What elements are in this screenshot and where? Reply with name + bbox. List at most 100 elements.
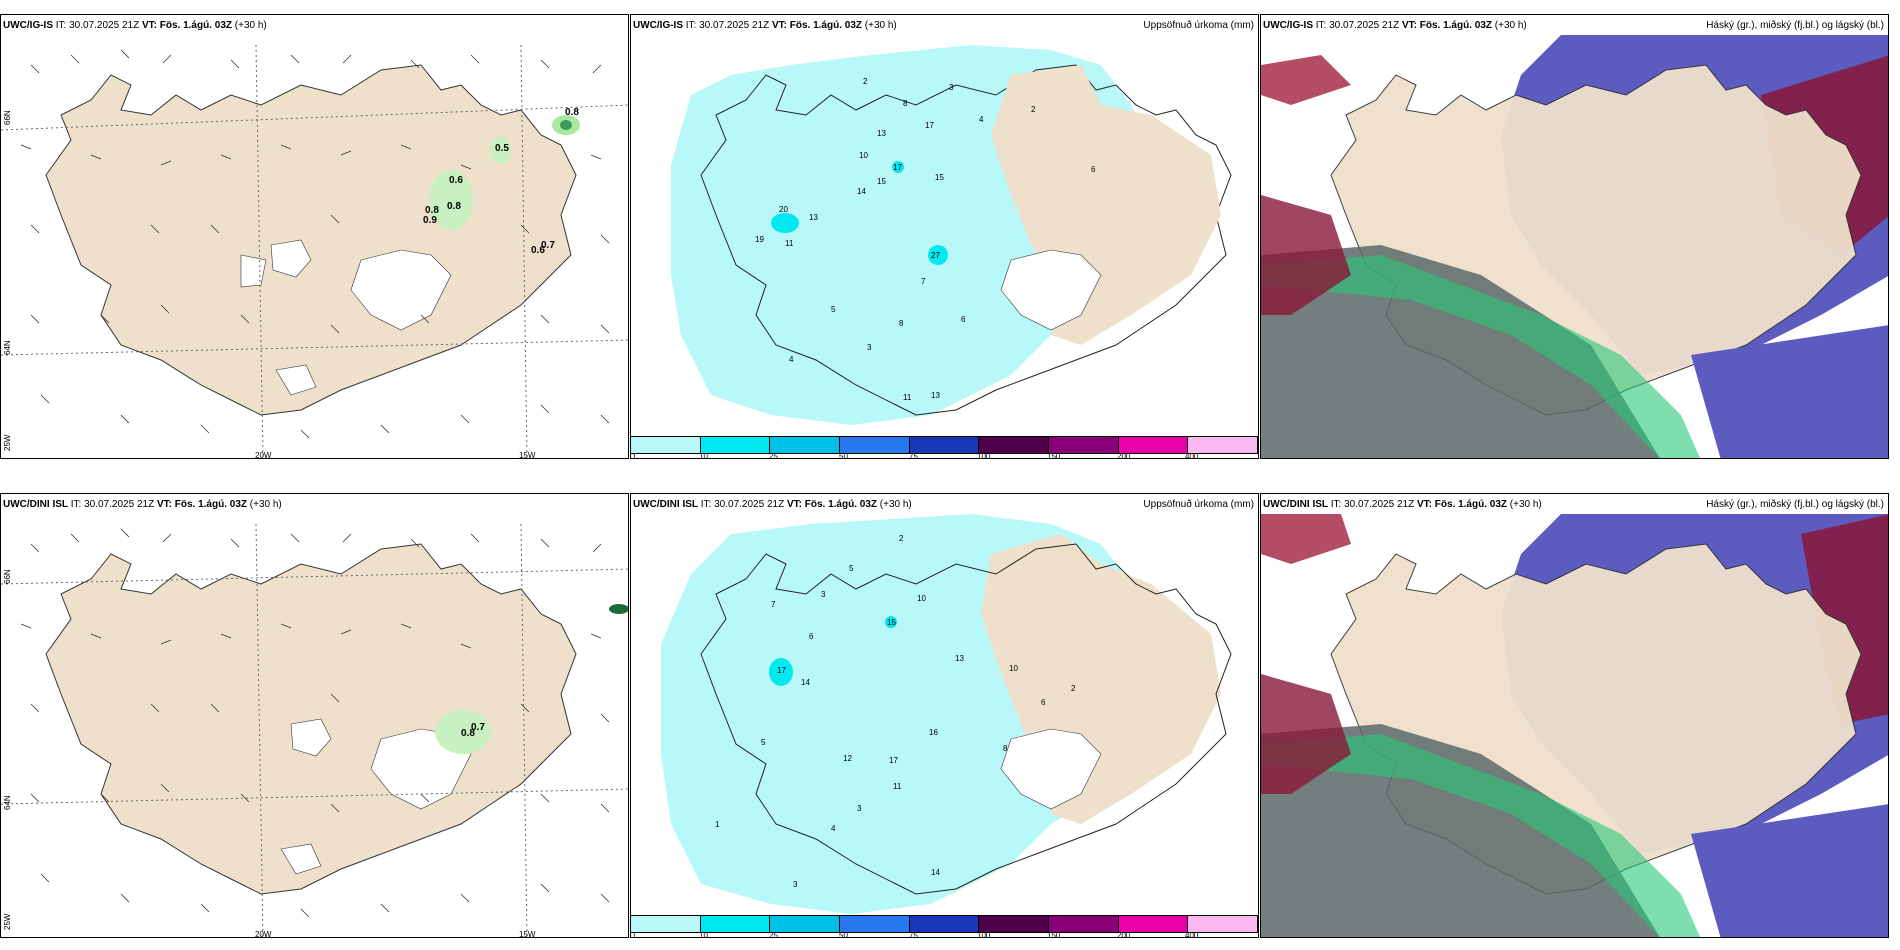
mid-cloud [1691, 325, 1888, 458]
legend-tick: 25 [769, 931, 778, 938]
legend-swatch [700, 437, 771, 453]
legend-swatch [1188, 916, 1258, 932]
precip-spot [560, 120, 572, 130]
legend-swatch [631, 916, 701, 932]
wind-map-panel-dini: UWC/DINI ISL IT: 30.07.2025 21Z VT: Fös.… [0, 493, 629, 938]
precip-value: 17 [889, 756, 898, 765]
legend-tick: 200 [1117, 452, 1131, 459]
wind-value: 0.7 [471, 722, 485, 733]
precip-value: 8 [899, 319, 904, 328]
precip-value: 3 [793, 880, 798, 889]
precip-value: 8 [1003, 744, 1008, 753]
precip-value: 7 [921, 277, 926, 286]
precip-title: Uppsöfnuð úrkoma (mm) [1143, 20, 1254, 31]
lon-label: 15W [519, 451, 536, 459]
legend-tick: 150 [1047, 931, 1061, 938]
cloud-map [1261, 15, 1888, 458]
legend-tick: 10 [699, 931, 708, 938]
precip-value: 2 [1071, 684, 1076, 693]
lat-label: 64N [3, 795, 12, 810]
wind-value: 0.8 [565, 107, 579, 118]
precip-value: 2 [899, 534, 904, 543]
legend-swatch [979, 437, 1050, 453]
dry-area [991, 65, 1221, 345]
legend-tick: 75 [909, 931, 918, 938]
legend-swatch [700, 916, 771, 932]
wind-value: 0.8 [425, 205, 439, 216]
legend-swatch [840, 916, 910, 932]
legend-tick: 100 [977, 931, 991, 938]
panel-title: UWC/IG-IS IT: 30.07.2025 21Z VT: Fös. 1.… [633, 20, 897, 31]
legend-tick: 75 [909, 452, 918, 459]
wind-barbs [20, 49, 610, 439]
precip-legend: 1 10 25 50 75 100 150 200 400 [631, 915, 1258, 937]
precip-value: 5 [831, 305, 836, 314]
legend-tick: 200 [1117, 931, 1131, 938]
panel-title: UWC/IG-IS IT: 30.07.2025 21Z VT: Fös. 1.… [3, 20, 267, 31]
precip-value: 13 [955, 654, 964, 663]
glacier [290, 718, 332, 757]
precip-value: 5 [849, 564, 854, 573]
low-cloud [1261, 55, 1351, 105]
precip-value: 17 [925, 121, 934, 130]
legend-swatch [909, 916, 980, 932]
legend-swatch [770, 437, 841, 453]
precip-value: 6 [1091, 165, 1096, 174]
panel-title: UWC/DINI ISL IT: 30.07.2025 21Z VT: Fös.… [1263, 499, 1542, 510]
precip-value: 12 [843, 754, 852, 763]
lon-label: 20W [255, 930, 272, 938]
precip-value: 3 [949, 83, 954, 92]
precip-value: 15 [877, 177, 886, 186]
lon-label: 20W [255, 451, 272, 459]
legend-swatch [1188, 437, 1258, 453]
legend-swatch [1118, 437, 1189, 453]
wind-map [1, 523, 628, 937]
precip-value: 6 [1041, 698, 1046, 707]
legend-swatch [840, 437, 910, 453]
legend-swatch [1049, 437, 1119, 453]
lon-label: 25W [3, 913, 12, 930]
precip-value: 20 [779, 205, 788, 214]
wind-map-panel-ig-is: UWC/IG-IS IT: 30.07.2025 21Z VT: Fös. 1.… [0, 14, 629, 459]
iceland-land [700, 543, 1232, 895]
mid-cloud [1691, 804, 1888, 937]
lat-label: 66N [3, 110, 12, 125]
precip-value: 1 [715, 820, 720, 829]
precip-value: 10 [917, 594, 926, 603]
precip-value: 14 [931, 868, 940, 877]
cloud-map-panel-dini: UWC/DINI ISL IT: 30.07.2025 21Z VT: Fös.… [1260, 493, 1889, 938]
legend-tick: 25 [769, 452, 778, 459]
cloud-map [1261, 494, 1888, 937]
maroon-band [1261, 674, 1351, 794]
precip-value: 16 [929, 728, 938, 737]
precip-value: 8 [903, 99, 908, 108]
precip-value: 19 [755, 235, 764, 244]
legend-tick: 150 [1047, 452, 1061, 459]
wind-map [1, 44, 628, 458]
panel-title: UWC/IG-IS IT: 30.07.2025 21Z VT: Fös. 1.… [1263, 20, 1527, 31]
lon-line [255, 523, 264, 937]
legend-tick: 10 [699, 452, 708, 459]
low-cloud [1801, 514, 1888, 724]
wind-barbs [20, 528, 610, 918]
precip-spot [885, 616, 897, 628]
precip-value: 10 [1009, 664, 1018, 673]
precip-map [661, 514, 1232, 914]
legend-swatch [979, 916, 1050, 932]
precip-value: 6 [809, 632, 814, 641]
precip-value: 7 [771, 600, 776, 609]
wind-value: 0.6 [449, 175, 463, 186]
precip-value: 4 [831, 824, 836, 833]
iceland-land [45, 543, 577, 895]
precip-spot [435, 710, 491, 754]
iceland-land [45, 64, 577, 416]
lat-label: 66N [3, 569, 12, 584]
legend-tick: 400 [1185, 931, 1199, 938]
legend-swatch [1118, 916, 1189, 932]
precip-spot [609, 604, 628, 614]
precip-spot [771, 213, 799, 233]
glacier [350, 249, 452, 331]
precip-value: 2 [863, 77, 868, 86]
precip-value: 2 [1031, 105, 1036, 114]
low-cloud [1261, 514, 1351, 564]
